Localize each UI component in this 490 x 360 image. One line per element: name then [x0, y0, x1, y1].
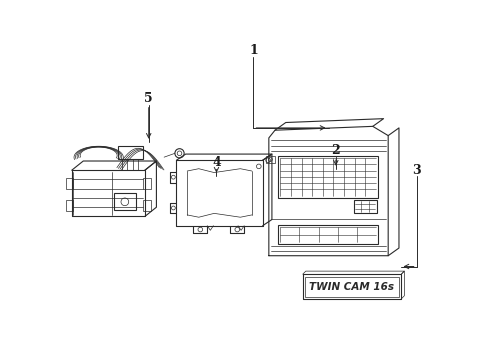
Bar	[143, 199, 151, 211]
Bar	[278, 156, 378, 198]
Bar	[278, 225, 378, 244]
Bar	[66, 199, 74, 211]
Bar	[114, 193, 136, 210]
Bar	[118, 145, 143, 159]
Text: 4: 4	[212, 156, 221, 169]
Bar	[305, 276, 399, 297]
Bar	[143, 178, 151, 189]
Bar	[354, 199, 377, 213]
Bar	[66, 178, 74, 189]
Text: 5: 5	[145, 92, 153, 105]
Text: TWIN CAM 16s: TWIN CAM 16s	[310, 282, 394, 292]
Text: 3: 3	[413, 164, 421, 177]
Text: 1: 1	[249, 44, 258, 57]
Bar	[266, 156, 275, 163]
Text: 2: 2	[331, 144, 340, 157]
